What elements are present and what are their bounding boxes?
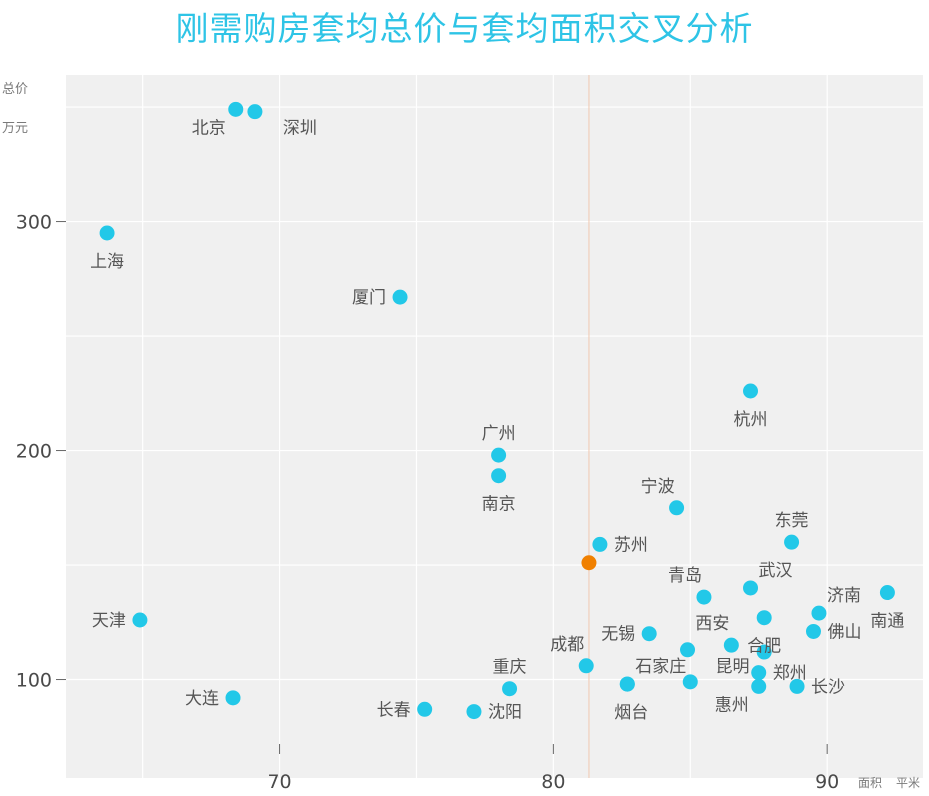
plot-background — [66, 75, 923, 778]
point-label: 济南 — [827, 586, 861, 606]
point-label: 天津 — [92, 611, 126, 631]
data-point — [466, 704, 482, 720]
data-point — [751, 665, 767, 681]
y-tick-label: 100 — [16, 670, 52, 692]
grid-lines — [66, 75, 923, 778]
point-label: 西安 — [695, 614, 729, 634]
point-label: 厦门 — [352, 288, 386, 308]
point-label: 宁波 — [641, 477, 675, 497]
data-point — [723, 637, 739, 653]
data-point — [491, 447, 507, 463]
data-point — [502, 681, 518, 697]
point-label: 苏州 — [614, 535, 648, 555]
y-axis-label-line2: 万元 — [2, 121, 28, 136]
data-point — [680, 642, 696, 658]
x-tick-label: 70 — [267, 771, 291, 793]
x-axis-ticks: 70 80 90 — [267, 744, 839, 793]
data-point — [592, 536, 608, 552]
x-axis-label-line2: 平米 — [896, 776, 920, 790]
data-point — [247, 104, 263, 120]
data-point — [392, 289, 408, 305]
data-point — [228, 101, 244, 117]
point-label: 武汉 — [759, 561, 793, 581]
point-label: 东莞 — [775, 511, 809, 531]
point-label: 昆明 — [716, 657, 750, 677]
data-point — [743, 383, 759, 399]
data-point — [225, 690, 241, 706]
point-label: 青岛 — [668, 566, 702, 586]
point-label: 大连 — [185, 689, 219, 709]
data-point — [756, 644, 772, 660]
point-label: 成都 — [550, 635, 584, 655]
point-label: 长春 — [377, 700, 411, 720]
x-tick-label: 90 — [815, 771, 839, 793]
data-point — [789, 678, 805, 694]
point-label: 南通 — [870, 612, 904, 632]
point-label: 合肥 — [747, 637, 781, 657]
y-axis-ticks: 100 200 300 — [16, 212, 66, 692]
point-label: 南京 — [482, 495, 516, 515]
point-label: 佛山 — [827, 622, 861, 642]
point-label: 惠州 — [715, 695, 749, 715]
data-point — [879, 585, 895, 601]
data-point — [669, 500, 685, 516]
data-point — [811, 605, 827, 621]
data-point — [491, 468, 507, 484]
y-tick-label: 300 — [16, 212, 52, 234]
highlight-point — [581, 555, 597, 571]
point-label: 上海 — [90, 252, 124, 272]
data-point — [641, 626, 657, 642]
data-point — [99, 225, 115, 241]
x-tick-label: 80 — [541, 771, 565, 793]
point-label: 石家庄 — [635, 657, 686, 677]
data-point — [619, 676, 635, 692]
data-points — [99, 101, 895, 720]
point-label: 北京 — [192, 118, 226, 138]
data-point — [805, 623, 821, 639]
point-label: 长沙 — [811, 677, 845, 697]
data-point — [756, 610, 772, 626]
y-tick-label: 200 — [16, 441, 52, 463]
data-point — [743, 580, 759, 596]
point-label: 无锡 — [601, 625, 635, 645]
chart-title: 刚需购房套均总价与套均面积交叉分析 — [175, 9, 754, 48]
data-point — [696, 589, 712, 605]
point-label: 重庆 — [493, 658, 527, 678]
data-point — [132, 612, 148, 628]
y-axis-label-line1: 总价 — [2, 82, 28, 97]
data-point — [682, 674, 698, 690]
data-point — [751, 678, 767, 694]
data-point — [417, 701, 433, 717]
x-axis-label-line1: 面积 — [858, 776, 882, 790]
data-point — [784, 534, 800, 550]
point-label: 郑州 — [773, 664, 807, 684]
data-point — [578, 658, 594, 674]
point-label: 广州 — [482, 424, 516, 444]
point-label: 杭州 — [734, 410, 768, 430]
point-label: 沈阳 — [488, 703, 522, 723]
point-label: 深圳 — [283, 119, 317, 139]
point-label: 烟台 — [614, 703, 648, 723]
